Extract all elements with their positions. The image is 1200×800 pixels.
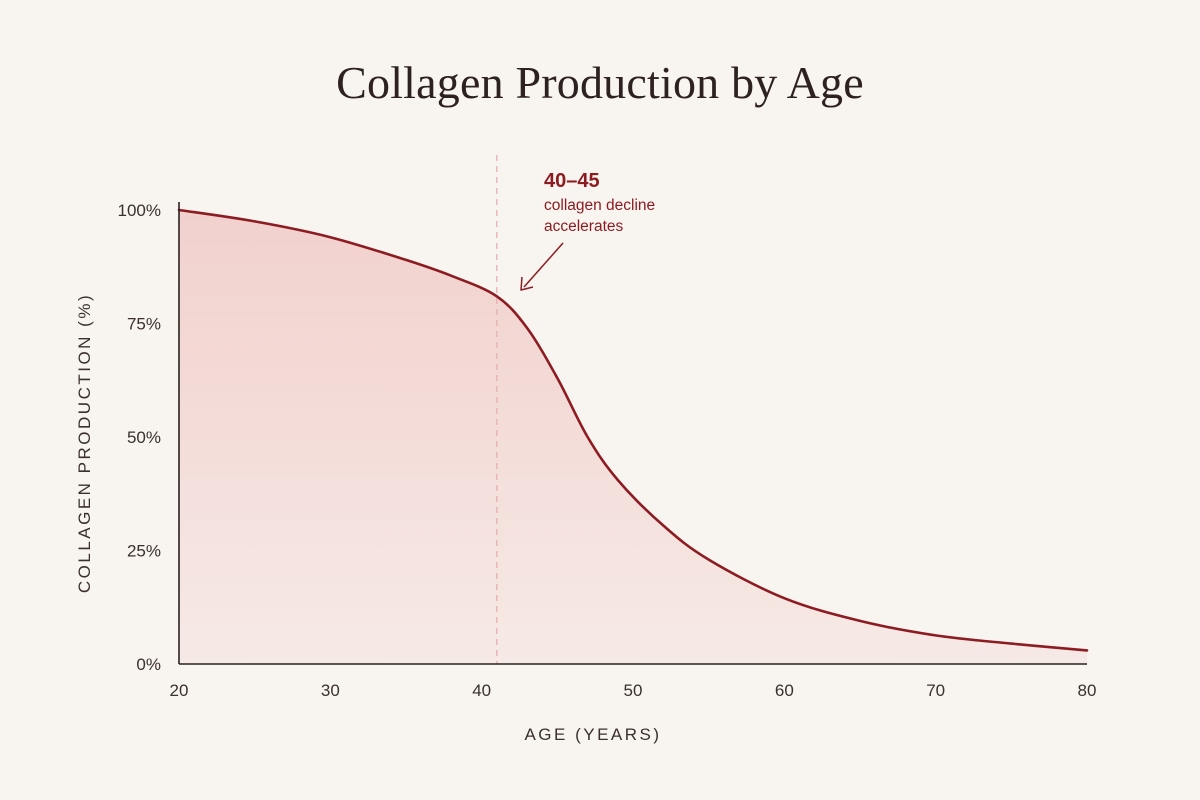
data-point-65 (859, 620, 861, 622)
x-tick-label-40: 40 (472, 681, 491, 700)
data-point-55 (708, 558, 710, 560)
data-point-25 (254, 220, 256, 222)
data-point-75 (1010, 642, 1012, 644)
x-axis-label: AGE (YEARS) (524, 725, 661, 744)
x-tick-label-30: 30 (321, 681, 340, 700)
series-line (177, 208, 1089, 652)
y-tick-label-100: 100% (118, 201, 161, 220)
annotation-text-line-2: accelerates (544, 218, 624, 235)
data-point-45 (556, 377, 558, 379)
annotation-title: 40–45 (544, 170, 600, 192)
x-tick-label-70: 70 (926, 681, 945, 700)
area-fill (179, 210, 1087, 664)
chart-title: Collagen Production by Age (336, 57, 864, 108)
data-point-60 (783, 597, 785, 599)
data-point-38 (450, 275, 452, 277)
annotation-arrow-shaft (523, 242, 564, 288)
data-point-80 (1086, 649, 1088, 651)
y-tick-label-50: 50% (127, 428, 161, 447)
data-point-41 (496, 295, 498, 297)
annotation-arrow-head (520, 276, 534, 291)
data-point-43 (526, 327, 528, 329)
data-point-47 (586, 436, 588, 438)
y-tick-label-25: 25% (127, 542, 161, 561)
data-point-70 (935, 634, 937, 636)
data-point-30 (329, 236, 331, 238)
annotation-text-line-1: collagen decline (544, 197, 655, 214)
y-tick-label-75: 75% (127, 315, 161, 334)
y-tick-label-0: 0% (136, 655, 161, 674)
data-point-52 (662, 524, 664, 526)
data-point-49 (617, 479, 619, 481)
x-tick-label-50: 50 (624, 681, 643, 700)
x-tick-label-60: 60 (775, 681, 794, 700)
x-tick-label-20: 20 (170, 681, 189, 700)
x-tick-label-80: 80 (1078, 681, 1097, 700)
data-point-35 (405, 259, 407, 261)
y-axis-label: COLLAGEN PRODUCTION (%) (75, 293, 94, 593)
